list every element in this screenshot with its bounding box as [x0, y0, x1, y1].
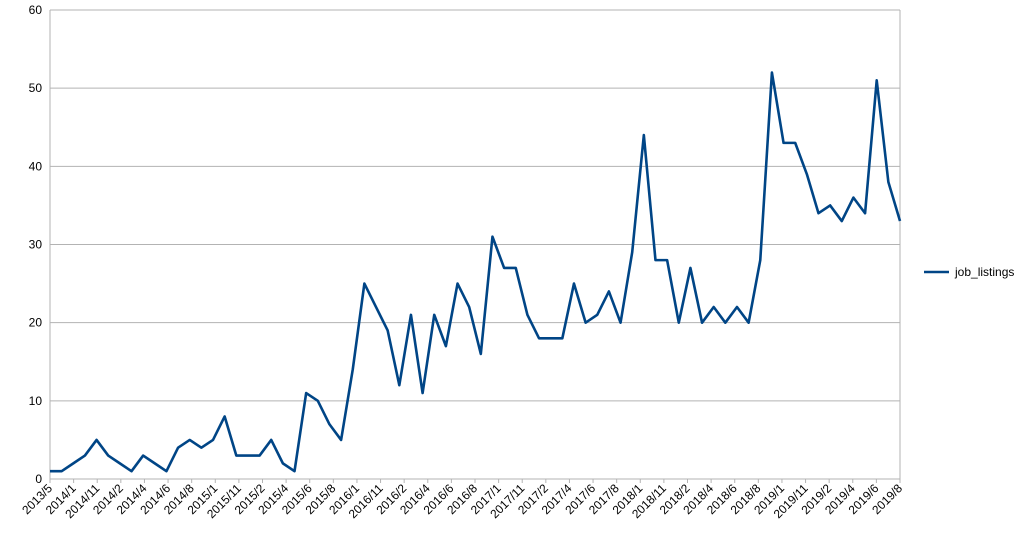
series-line-job-listings: [50, 71, 902, 473]
y-tick-label: 60: [29, 3, 43, 17]
y-tick-label: 40: [29, 159, 43, 173]
x-axis-ticks: 2013/52014/12014/112014/22014/42014/6201…: [19, 479, 905, 521]
y-axis-ticks: 0 10 20 30 40 50 60: [29, 3, 43, 486]
legend-label: job_listings: [954, 265, 1014, 279]
y-tick-label: 10: [29, 394, 43, 408]
y-tick-label: 0: [35, 472, 42, 486]
grid-lines: [49, 9, 901, 480]
y-tick-label: 50: [29, 81, 43, 95]
y-tick-label: 30: [29, 238, 43, 252]
legend: job_listings: [924, 265, 1014, 279]
y-tick-label: 20: [29, 316, 43, 330]
series-layer: [50, 71, 902, 473]
